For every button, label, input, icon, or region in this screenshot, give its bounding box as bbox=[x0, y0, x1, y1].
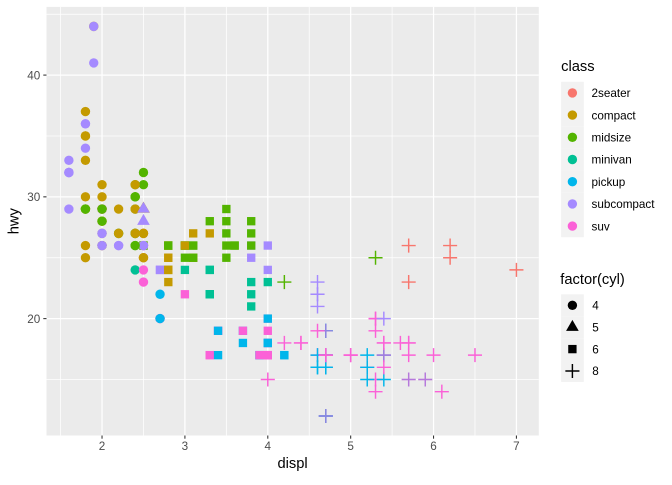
svg-text:hwy: hwy bbox=[7, 207, 23, 234]
svg-text:4: 4 bbox=[592, 300, 599, 313]
svg-text:compact: compact bbox=[592, 109, 637, 122]
svg-text:factor(cyl): factor(cyl) bbox=[560, 272, 624, 288]
svg-text:5: 5 bbox=[592, 321, 599, 334]
svg-text:3: 3 bbox=[182, 440, 189, 453]
svg-text:subcompact: subcompact bbox=[592, 198, 656, 211]
svg-text:5: 5 bbox=[347, 440, 354, 453]
svg-text:6: 6 bbox=[430, 440, 437, 453]
svg-text:8: 8 bbox=[592, 365, 599, 378]
svg-text:2: 2 bbox=[99, 440, 106, 453]
svg-text:suv: suv bbox=[592, 220, 610, 233]
svg-text:6: 6 bbox=[592, 343, 599, 356]
svg-text:minivan: minivan bbox=[592, 154, 632, 167]
svg-text:class: class bbox=[561, 59, 594, 75]
svg-text:30: 30 bbox=[27, 191, 41, 204]
svg-text:pickup: pickup bbox=[592, 176, 626, 189]
svg-text:20: 20 bbox=[27, 313, 41, 326]
svg-text:midsize: midsize bbox=[592, 132, 632, 145]
svg-text:40: 40 bbox=[27, 69, 41, 82]
svg-text:displ: displ bbox=[277, 456, 307, 472]
svg-text:4: 4 bbox=[265, 440, 272, 453]
svg-text:2seater: 2seater bbox=[592, 87, 631, 100]
svg-text:7: 7 bbox=[513, 440, 520, 453]
